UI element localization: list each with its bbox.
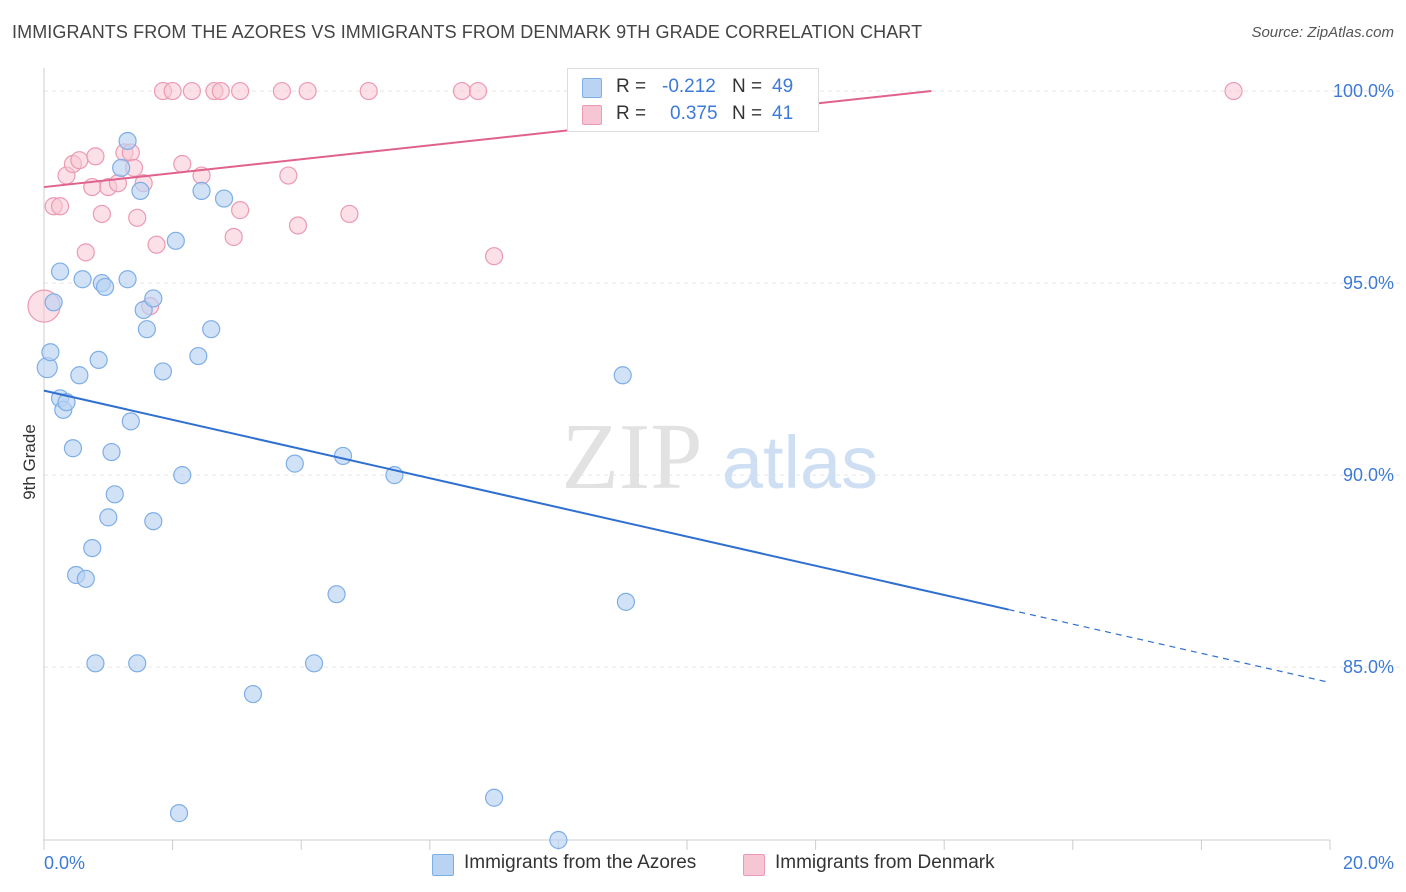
n-value: 49 <box>772 76 794 97</box>
r-label: R = <box>616 103 647 124</box>
legend-label: Immigrants from the Azores <box>464 852 697 873</box>
denmark-swatch <box>582 105 602 125</box>
azores-point <box>144 512 163 531</box>
y-tick-label: 100.0% <box>1333 81 1394 101</box>
azores-point <box>192 181 211 201</box>
azores-point <box>50 262 70 281</box>
azores-point <box>173 466 192 485</box>
azores-trend-extension <box>1008 608 1331 684</box>
denmark-point <box>272 81 292 101</box>
azores-point <box>485 788 504 807</box>
azores-point <box>112 158 131 177</box>
azores-point <box>118 270 137 289</box>
azores-point <box>83 538 102 558</box>
denmark-point <box>163 81 182 101</box>
azores-point <box>44 293 63 312</box>
denmark-point <box>452 81 472 101</box>
azores-point <box>243 684 263 704</box>
denmark-point <box>231 81 250 101</box>
azores-point <box>102 442 121 462</box>
azores-point <box>616 592 636 611</box>
denmark-point <box>76 243 95 262</box>
azores-points <box>36 81 764 850</box>
y-tick-label: 85.0% <box>1343 657 1394 677</box>
denmark-point <box>211 81 230 101</box>
denmark-point <box>70 151 89 170</box>
azores-point <box>304 654 324 673</box>
denmark-point <box>92 204 111 224</box>
denmark-point <box>128 208 147 227</box>
denmark-point <box>173 154 192 174</box>
legend-label: Immigrants from Denmark <box>775 852 995 873</box>
azores-point <box>89 350 108 370</box>
gridlines <box>44 90 1400 668</box>
azores-point <box>137 320 156 339</box>
x-tick-label: 20.0% <box>1343 853 1394 873</box>
azores-point <box>128 654 147 673</box>
denmark-point <box>86 147 105 166</box>
n-label: N = <box>732 103 763 124</box>
azores-point <box>63 439 83 458</box>
denmark-point <box>298 81 317 101</box>
n-value: 41 <box>772 103 794 124</box>
azores-point <box>105 485 124 504</box>
azores-point <box>131 181 150 201</box>
azores-point <box>144 289 163 308</box>
x-tick-label: 0.0% <box>44 853 85 873</box>
denmark-point <box>279 166 298 185</box>
denmark-point <box>340 204 359 224</box>
r-value: -0.212 <box>662 76 716 97</box>
azores-point <box>189 346 208 366</box>
tick-labels: 85.0% 90.0% 95.0% 100.0% 0.0% 20.0% <box>44 81 1394 873</box>
azores-point <box>202 320 221 339</box>
azores-point <box>41 343 60 362</box>
azores-point <box>73 270 92 289</box>
azores-point <box>57 393 76 412</box>
r-label: R = <box>616 76 647 97</box>
azores-point <box>285 454 304 473</box>
azores-swatch <box>582 78 602 98</box>
denmark-point <box>485 247 504 266</box>
azores-point <box>214 189 234 208</box>
azores-trend-line <box>43 389 1009 611</box>
azores-point <box>169 804 189 823</box>
trend-lines <box>43 90 1331 684</box>
denmark-point <box>468 81 488 101</box>
azores-point <box>333 446 353 466</box>
y-tick-label: 90.0% <box>1343 465 1394 485</box>
stats-box: R = -0.212 N = 49 R = 0.375 N = 41 <box>567 68 819 132</box>
azores-point <box>549 830 568 850</box>
azores-point <box>86 654 105 673</box>
denmark-point <box>182 81 201 101</box>
n-label: N = <box>732 76 763 97</box>
source-credit: Source: ZipAtlas.com <box>1251 24 1394 41</box>
azores-point <box>153 362 173 381</box>
denmark-point <box>359 81 378 101</box>
azores-legend-swatch <box>432 854 454 876</box>
azores-point <box>95 277 115 297</box>
denmark-legend-swatch <box>743 854 765 876</box>
watermark-atlas: atlas <box>722 421 878 504</box>
azores-point <box>166 231 185 250</box>
azores-point <box>327 585 346 604</box>
azores-point <box>118 131 137 151</box>
denmark-point <box>147 235 166 254</box>
watermark: ZIP atlas <box>562 405 879 509</box>
chart-title: IMMIGRANTS FROM THE AZORES VS IMMIGRANTS… <box>12 22 923 42</box>
r-value: 0.375 <box>670 103 718 124</box>
denmark-point <box>224 227 243 247</box>
azores-point <box>121 412 140 431</box>
azores-point <box>99 508 118 527</box>
denmark-point <box>1224 81 1243 101</box>
denmark-point <box>50 197 70 216</box>
azores-point <box>76 569 95 588</box>
denmark-point <box>231 201 250 220</box>
azores-point <box>70 366 89 385</box>
watermark-zip: ZIP <box>562 405 703 509</box>
denmark-point <box>288 216 308 235</box>
y-tick-label: 95.0% <box>1343 273 1394 293</box>
azores-point <box>613 366 632 385</box>
denmark-point <box>108 174 128 193</box>
